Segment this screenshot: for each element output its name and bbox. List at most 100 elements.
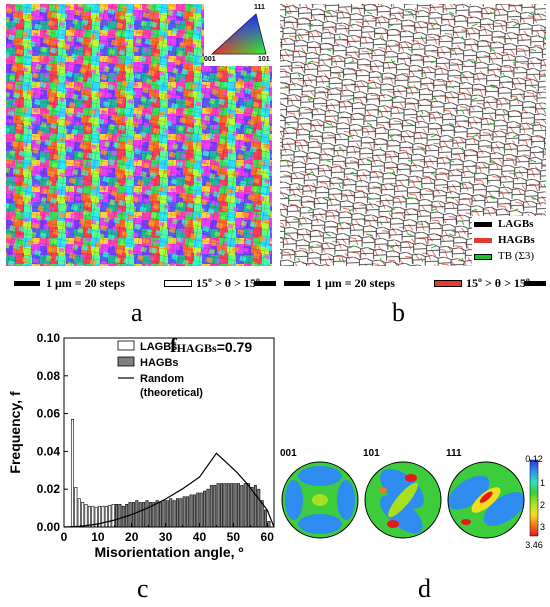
hagbs-bar xyxy=(206,488,210,528)
hagbs-bar xyxy=(230,483,234,528)
colorbar-label: 1 xyxy=(540,478,545,488)
hagbs-fraction-annotation: fHAGBs=0.79 xyxy=(170,335,252,358)
colorbar-label: 0.12 xyxy=(525,454,543,464)
x-tick-label: 60 xyxy=(261,530,275,544)
hagbs-bar xyxy=(179,498,183,528)
pole-figure-101 xyxy=(365,462,441,538)
pole-figure-label: 001 xyxy=(280,448,297,459)
hagbs-bar xyxy=(172,500,176,528)
legend-label-lagbs: LAGBs xyxy=(498,218,534,230)
boundary-swatch xyxy=(164,280,192,287)
scalebar-line xyxy=(14,281,40,286)
hagbs-bar xyxy=(175,498,179,528)
annotation-value: =0.79 xyxy=(216,339,253,355)
y-tick-label: 0.00 xyxy=(37,520,61,534)
hagbs-bar xyxy=(169,498,173,528)
legend-label-hagbs: HAGBs xyxy=(140,357,179,369)
hagbs-bar xyxy=(236,483,240,528)
ipf-color-key: 111 001 101 xyxy=(204,4,276,66)
x-tick-label: 30 xyxy=(159,530,173,544)
misorientation-histogram: 0 10 20 30 40 50 60 0.00 0.02 0.04 0.06 0.08 0.10 Mis… xyxy=(7,331,275,560)
lagbs-bar xyxy=(101,505,105,528)
panel-a: 111 001 101 xyxy=(6,4,276,270)
legend-label-hagbs: HAGBs xyxy=(498,234,535,246)
hagbs-bar xyxy=(240,485,244,528)
boundary-legend-text: 15º > θ > 15º xyxy=(466,276,530,290)
scalebar-text: 1 μm = 20 steps xyxy=(46,276,125,290)
pole-figures-panel: 001 101 111 0.12 1 2 3 3.46 xyxy=(280,440,550,550)
lagbs-bar xyxy=(84,504,88,528)
legend-swatch-hagbs xyxy=(117,356,135,367)
scalebar-text: 1 μm = 20 steps xyxy=(316,276,395,290)
x-tick-label: 50 xyxy=(227,530,241,544)
boundary-swatch xyxy=(434,280,462,287)
annotation-symbol: f xyxy=(170,335,177,357)
annotation-subscript: HAGBs xyxy=(176,341,217,355)
hagbs-bar xyxy=(186,496,190,528)
y-tick-label: 0.04 xyxy=(37,444,61,458)
scalebar-row-a: 1 μm = 20 steps 15º > θ > 15º xyxy=(14,276,276,290)
pole-figures: 001 101 111 0.12 1 2 3 3.46 xyxy=(280,448,545,550)
plot-frame xyxy=(63,337,275,528)
x-tick-label: 40 xyxy=(193,530,207,544)
hagbs-bar xyxy=(115,504,118,528)
y-tick-label: 0.02 xyxy=(37,482,61,496)
lagbs-bar xyxy=(70,418,74,528)
hagbs-bar xyxy=(233,483,237,528)
hagbs-bar xyxy=(196,492,200,528)
x-tick-label: 20 xyxy=(125,530,139,544)
ipf-corner-111-label: 111 xyxy=(254,4,265,11)
scalebar-line xyxy=(284,281,310,286)
x-tick-label: 0 xyxy=(61,530,68,544)
hagbs-bar xyxy=(267,521,271,528)
hagbs-bar xyxy=(243,483,247,528)
x-tick-label: 10 xyxy=(91,530,105,544)
hagbs-bar xyxy=(182,496,186,528)
legend-label-random: Random xyxy=(140,373,184,385)
x-axis-label: Misorientation angle, º xyxy=(94,544,243,560)
boundary-legend-text: 15º > θ > 15º xyxy=(196,276,260,290)
hagbs-bar xyxy=(135,500,139,528)
hagbs-bar xyxy=(223,483,227,528)
boundary-line xyxy=(254,281,276,286)
y-axis-label: Frequency, f xyxy=(7,391,23,474)
legend-label-random-2: (theoretical) xyxy=(140,387,203,399)
hagbs-bar xyxy=(152,502,156,528)
random-theoretical-curve xyxy=(63,452,275,528)
hagbs-bar xyxy=(247,483,251,528)
hagbs-bar xyxy=(216,483,220,528)
boundary-type-legend: LAGBs HAGBs TB (Σ3) xyxy=(472,216,546,266)
pole-figure-label: 111 xyxy=(446,448,462,459)
legend-label-lagbs: LAGBs xyxy=(140,341,177,353)
hagbs-bar xyxy=(257,488,261,528)
ipf-corner-001-label: 001 xyxy=(204,56,216,63)
pole-figure-outline xyxy=(447,461,525,539)
hagbs-bar xyxy=(162,500,166,528)
lagbs-bar xyxy=(77,498,81,528)
hagbs-bar xyxy=(145,500,149,528)
legend-swatch-lagbs xyxy=(474,222,492,227)
pole-figure-111 xyxy=(448,462,524,538)
lagbs-bar xyxy=(81,502,85,528)
hagbs-bar xyxy=(209,485,213,528)
hagbs-bar xyxy=(250,487,254,528)
hagbs-bar xyxy=(138,502,142,528)
lagbs-bar xyxy=(74,487,78,528)
boundary-line xyxy=(524,281,546,286)
hagbs-bar xyxy=(189,494,193,528)
ipf-triangle xyxy=(210,13,267,55)
legend-label-twin: TB (Σ3) xyxy=(498,250,535,262)
colorbar-label: 3.46 xyxy=(525,540,543,550)
hagbs-bar xyxy=(165,500,169,528)
panel-letter-b: b xyxy=(392,298,405,327)
ipf-corner-101-label: 101 xyxy=(258,56,270,63)
hagbs-bar xyxy=(142,502,146,528)
pole-figure-outline xyxy=(364,461,442,539)
hagbs-bar xyxy=(253,485,257,528)
hagbs-bar xyxy=(213,485,217,528)
pole-figure-001 xyxy=(282,462,358,538)
panel-letter-d: d xyxy=(418,574,431,603)
hagbs-bar xyxy=(118,504,122,528)
lagbs-bar xyxy=(108,504,112,528)
scalebar-row-b: 1 μm = 20 steps 15º > θ > 15º xyxy=(284,276,546,290)
